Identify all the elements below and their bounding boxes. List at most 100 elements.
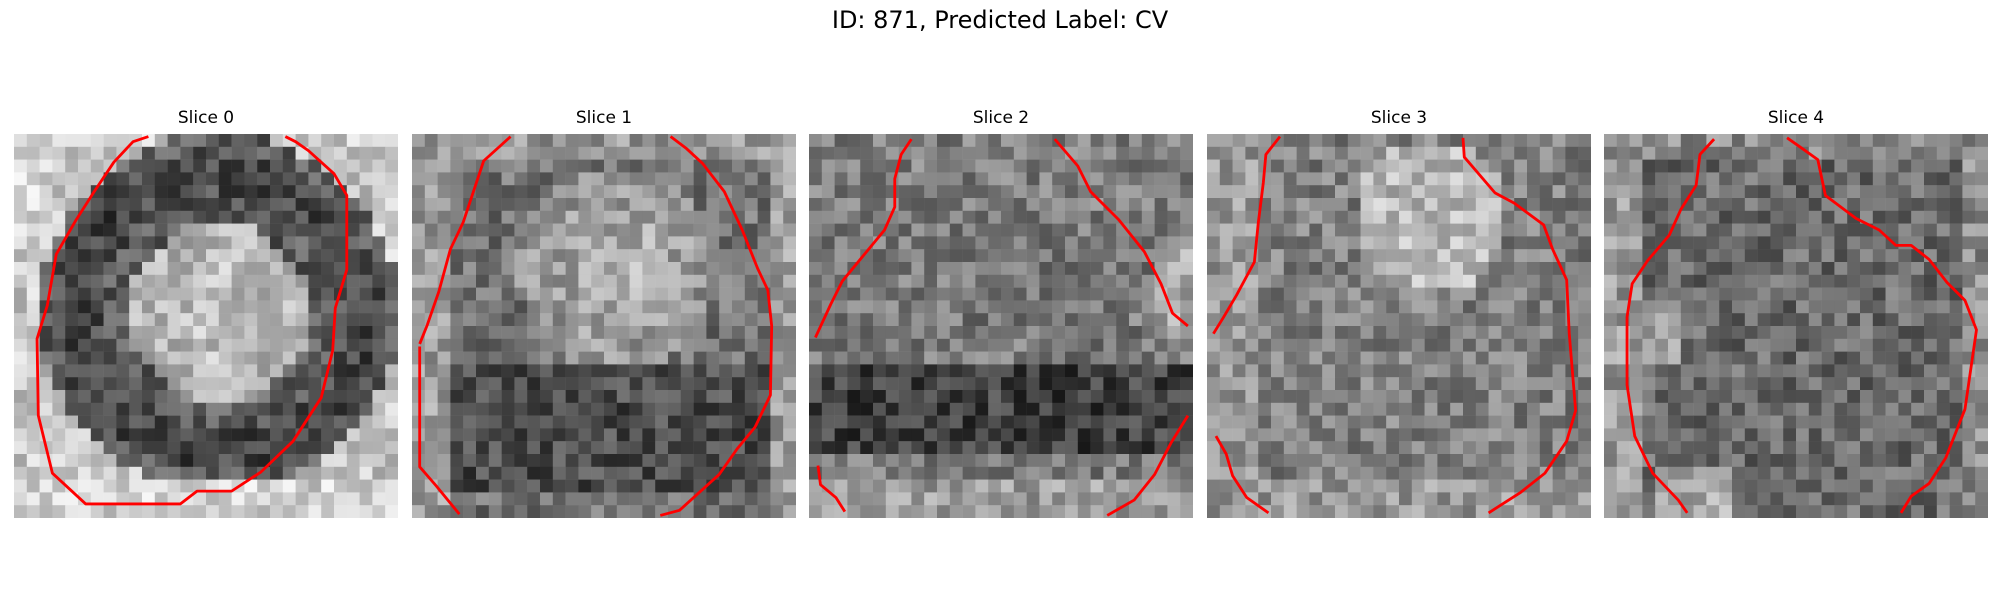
- pixel: [1898, 262, 1912, 276]
- pixel: [1578, 338, 1591, 352]
- pixel: [1629, 134, 1643, 148]
- pixel: [706, 198, 720, 212]
- pixel: [1052, 377, 1066, 391]
- pixel: [578, 390, 592, 404]
- pixel: [1180, 134, 1193, 148]
- pixel: [1437, 466, 1451, 480]
- pixel: [372, 159, 386, 173]
- pixel: [1219, 377, 1233, 391]
- pixel: [334, 505, 348, 518]
- pixel: [860, 134, 874, 148]
- pixel: [1783, 223, 1797, 237]
- pixel: [1450, 338, 1464, 352]
- pixel: [1539, 210, 1553, 224]
- pixel: [1821, 134, 1835, 148]
- pixel: [1052, 402, 1066, 416]
- pixel: [949, 479, 963, 493]
- pixel: [1219, 159, 1233, 173]
- pixel: [90, 185, 104, 199]
- pixel: [783, 287, 796, 301]
- pixel: [65, 402, 79, 416]
- pixel: [1232, 249, 1246, 263]
- pixel: [1911, 287, 1925, 301]
- pixel: [719, 428, 733, 442]
- pixel: [65, 364, 79, 378]
- pixel: [1488, 236, 1502, 250]
- pixel: [834, 185, 848, 199]
- pixel: [424, 338, 438, 352]
- pixel: [1090, 249, 1104, 263]
- pixel: [1578, 274, 1591, 288]
- pixel: [1527, 492, 1541, 506]
- pixel: [1885, 351, 1899, 365]
- pixel: [1424, 402, 1438, 416]
- pixel: [1001, 479, 1015, 493]
- pixel: [65, 466, 79, 480]
- pixel: [1116, 428, 1130, 442]
- pixel: [1757, 249, 1771, 263]
- pixel: [1180, 210, 1193, 224]
- pixel: [1296, 377, 1310, 391]
- pixel: [1039, 390, 1053, 404]
- pixel: [693, 441, 707, 455]
- pixel: [1180, 428, 1193, 442]
- pixel: [52, 210, 66, 224]
- pixel: [1475, 326, 1489, 340]
- pixel: [834, 210, 848, 224]
- pixel: [52, 351, 66, 365]
- pixel: [1463, 159, 1477, 173]
- pixel: [1668, 479, 1682, 493]
- pixel: [1488, 262, 1502, 276]
- pixel: [206, 364, 220, 378]
- pixel: [642, 134, 656, 148]
- pixel: [1373, 210, 1387, 224]
- pixel: [154, 159, 168, 173]
- pixel: [1386, 198, 1400, 212]
- pixel: [1911, 364, 1925, 378]
- pixel: [1399, 390, 1413, 404]
- pixel: [1680, 351, 1694, 365]
- pixel: [1322, 223, 1336, 237]
- pixel: [1770, 338, 1784, 352]
- pixel: [1386, 287, 1400, 301]
- pixel: [385, 326, 398, 340]
- pixel: [668, 249, 682, 263]
- pixel: [476, 338, 490, 352]
- pixel: [1821, 402, 1835, 416]
- pixel: [821, 172, 835, 186]
- pixel: [770, 249, 784, 263]
- pixel: [501, 492, 515, 506]
- pixel: [1885, 454, 1899, 468]
- pixel: [1001, 466, 1015, 480]
- pixel: [295, 492, 309, 506]
- pixel: [1167, 505, 1181, 518]
- pixel: [1488, 505, 1502, 518]
- pixel: [424, 441, 438, 455]
- pixel: [514, 172, 528, 186]
- pixel: [270, 364, 284, 378]
- pixel: [937, 479, 951, 493]
- pixel: [1501, 441, 1515, 455]
- pixel: [1386, 210, 1400, 224]
- pixel: [565, 428, 579, 442]
- pixel: [116, 236, 130, 250]
- pixel: [1360, 415, 1374, 429]
- pixel: [1629, 236, 1643, 250]
- pixel: [463, 262, 477, 276]
- pixel: [821, 236, 835, 250]
- pixel: [668, 326, 682, 340]
- pixel: [1103, 351, 1117, 365]
- pixel: [783, 223, 796, 237]
- pixel: [1539, 159, 1553, 173]
- pixel: [372, 454, 386, 468]
- pixel: [1271, 274, 1285, 288]
- pixel: [1347, 172, 1361, 186]
- pixel: [1885, 274, 1899, 288]
- pixel: [642, 236, 656, 250]
- pixel: [655, 249, 669, 263]
- pixel: [1424, 287, 1438, 301]
- pixel: [1732, 134, 1746, 148]
- pixel: [206, 223, 220, 237]
- pixel: [1552, 326, 1566, 340]
- pixel: [757, 185, 771, 199]
